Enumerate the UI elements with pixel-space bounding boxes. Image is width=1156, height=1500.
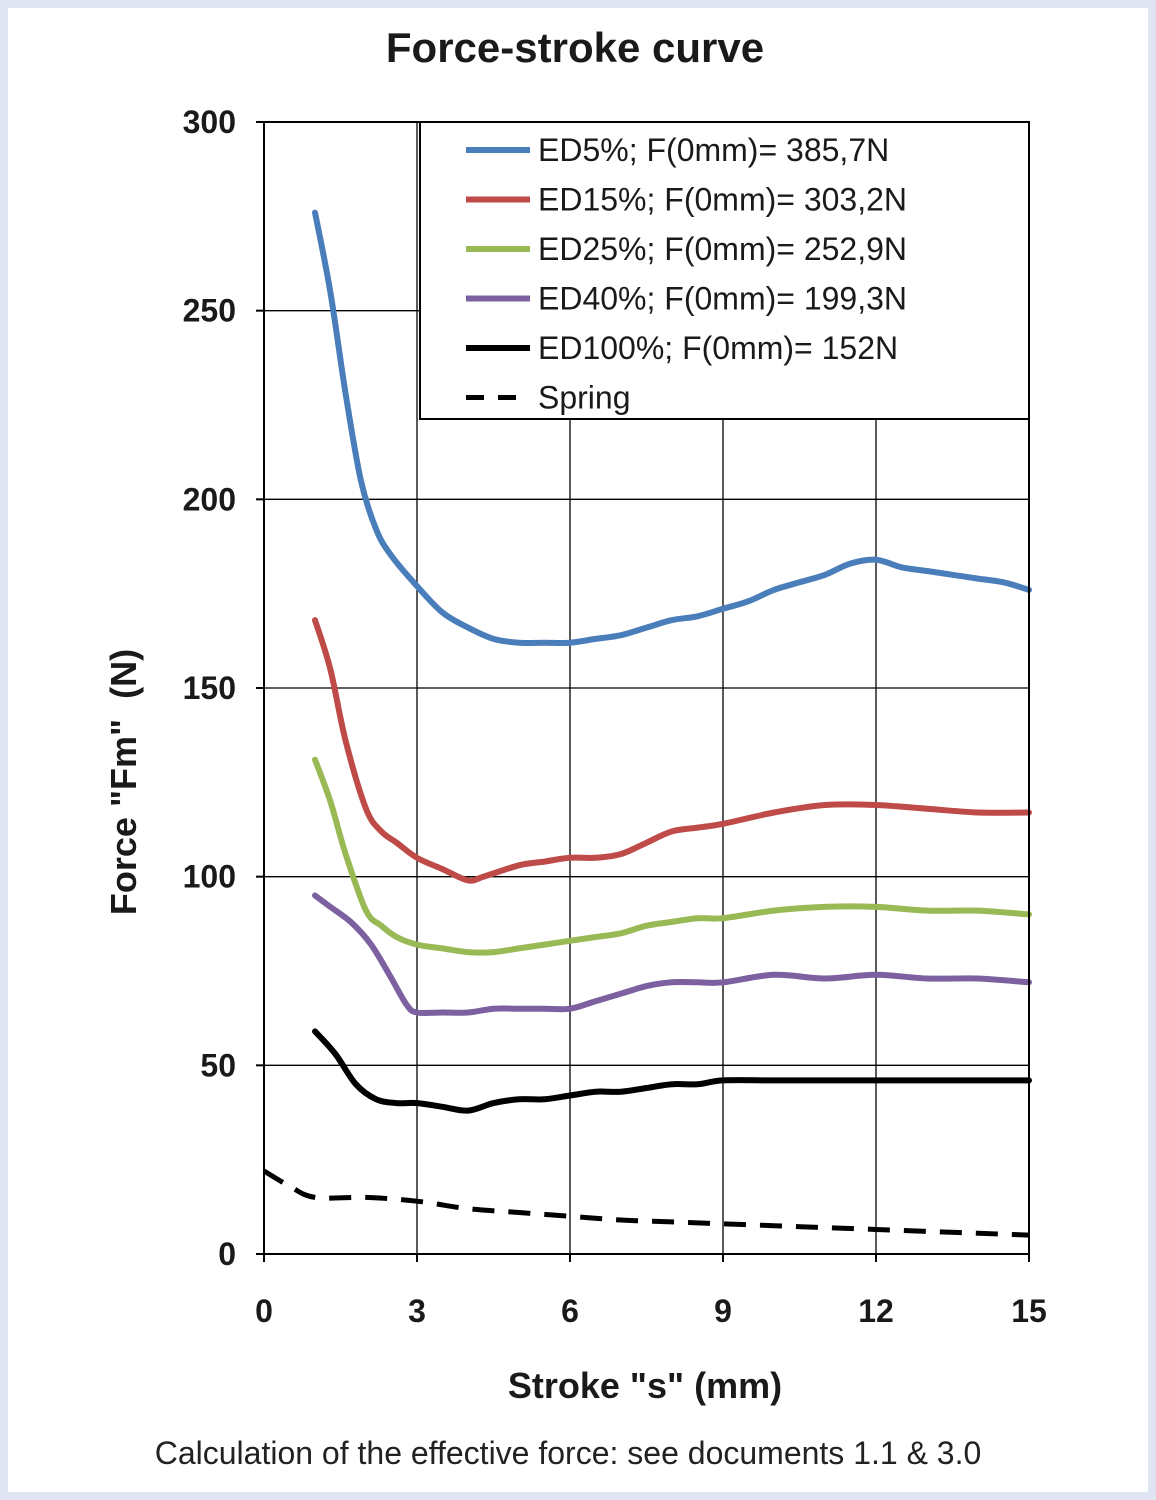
x-tick-label: 0 — [255, 1293, 273, 1329]
series-lines — [262, 209, 1032, 1238]
y-axis-label: Force "Fm" (N) — [103, 649, 144, 915]
x-axis-label: Stroke "s" (mm) — [508, 1365, 782, 1406]
legend-label-5: ED100%; F(0mm)= 152N — [538, 330, 898, 366]
x-tick-label: 3 — [408, 1293, 426, 1329]
legend: ED5%; F(0mm)= 385,7N ED15%; F(0mm)= 303,2… — [419, 121, 1030, 420]
legend-label-1: ED5%; F(0mm)= 385,7N — [538, 132, 889, 168]
legend-box — [419, 121, 1030, 420]
series-line-2 — [312, 617, 1032, 884]
figure-frame: Force-stroke curve 0 50 100 150 200 250 300 0 3… — [8, 8, 1148, 1492]
y-tick-label: 250 — [183, 293, 236, 329]
series-line-5 — [312, 1028, 1032, 1114]
x-tick-label: 6 — [561, 1293, 579, 1329]
x-tick-label: 9 — [714, 1293, 732, 1329]
legend-label-3: ED25%; F(0mm)= 252,9N — [538, 231, 907, 267]
force-stroke-chart: Force-stroke curve 0 50 100 150 200 250 300 0 3… — [103, 24, 1047, 1471]
chart-title: Force-stroke curve — [386, 24, 764, 71]
y-axis-ticks: 0 50 100 150 200 250 300 — [183, 104, 264, 1272]
legend-label-2: ED15%; F(0mm)= 303,2N — [538, 182, 907, 218]
y-tick-label: 200 — [183, 481, 236, 517]
y-tick-label: 0 — [218, 1236, 236, 1272]
series-line-1 — [312, 209, 1032, 646]
x-tick-label: 12 — [858, 1293, 894, 1329]
y-tick-label: 150 — [183, 670, 236, 706]
y-tick-label: 300 — [183, 104, 236, 140]
figure-caption: Calculation of the effective force: see … — [155, 1435, 982, 1471]
x-tick-label: 15 — [1011, 1293, 1047, 1329]
series-line-6 — [262, 1168, 1030, 1238]
series-line-3 — [312, 756, 1032, 956]
y-tick-label: 100 — [183, 859, 236, 895]
series-line-4 — [312, 892, 1032, 1017]
legend-label-6: Spring — [538, 380, 631, 416]
legend-label-4: ED40%; F(0mm)= 199,3N — [538, 281, 907, 317]
x-axis-ticks: 0 3 6 9 12 15 — [255, 1254, 1047, 1329]
y-tick-label: 50 — [200, 1047, 236, 1083]
